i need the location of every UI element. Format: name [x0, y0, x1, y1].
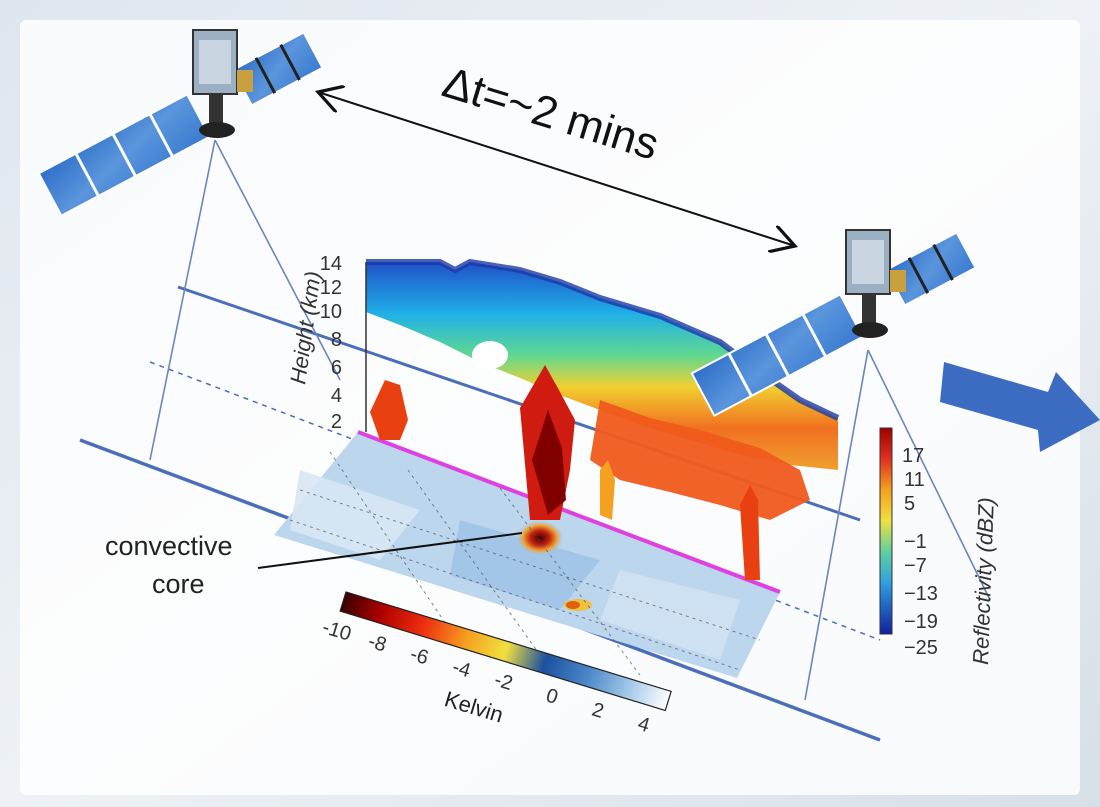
satellite-icon — [37, 29, 324, 218]
annotation-line-2: core — [152, 569, 205, 599]
rain-layer — [590, 400, 810, 520]
refl-tick-m7: −7 — [904, 555, 927, 577]
refl-tick-m1: −1 — [904, 531, 927, 553]
height-tick-2: 2 — [331, 411, 342, 433]
satellite-icon — [690, 229, 977, 418]
cloud-anvil — [366, 262, 838, 470]
height-ticks: 14 12 10 8 6 4 2 — [320, 253, 342, 433]
kelvin-tick-m8: -8 — [366, 630, 389, 656]
double-headed-arrow-icon — [318, 92, 795, 246]
temperature-map-panel — [274, 430, 781, 678]
view-cones — [149, 139, 991, 701]
cloud-gap — [472, 341, 508, 369]
refl-tick-m19: −19 — [904, 611, 938, 633]
reflectivity-colorbar: 17 11 5 −1 −7 −13 −19 −25 — [879, 427, 938, 659]
kelvin-tick-m4: -4 — [450, 656, 473, 682]
height-tick-8: 8 — [331, 329, 342, 351]
height-tick-12: 12 — [320, 277, 342, 299]
refl-tick-m25: −25 — [904, 637, 938, 659]
reflectivity-axis-label: Reflectivity (dBZ) — [968, 497, 999, 665]
refl-tick-11: 11 — [904, 469, 925, 491]
convective-core-spot — [516, 520, 564, 556]
scan-line — [357, 430, 781, 594]
height-tick-6: 6 — [331, 357, 342, 379]
kelvin-tick-m6: -6 — [408, 643, 431, 669]
height-tick-10: 10 — [320, 301, 342, 323]
kelvin-tick-m2: -2 — [492, 669, 515, 695]
reflectivity-gradient — [879, 427, 893, 635]
refl-tick-5: 5 — [904, 493, 915, 515]
height-tick-4: 4 — [331, 385, 342, 407]
kelvin-gradient — [339, 591, 672, 712]
refl-tick-m13: −13 — [904, 583, 938, 605]
small-tower — [370, 380, 408, 440]
direction-arrow-icon — [940, 362, 1100, 452]
annotation-leader-line — [257, 532, 523, 569]
refl-tick-17: 17 — [902, 445, 924, 467]
annotation-line-1: convective — [105, 531, 233, 561]
height-tick-14: 14 — [320, 253, 342, 275]
